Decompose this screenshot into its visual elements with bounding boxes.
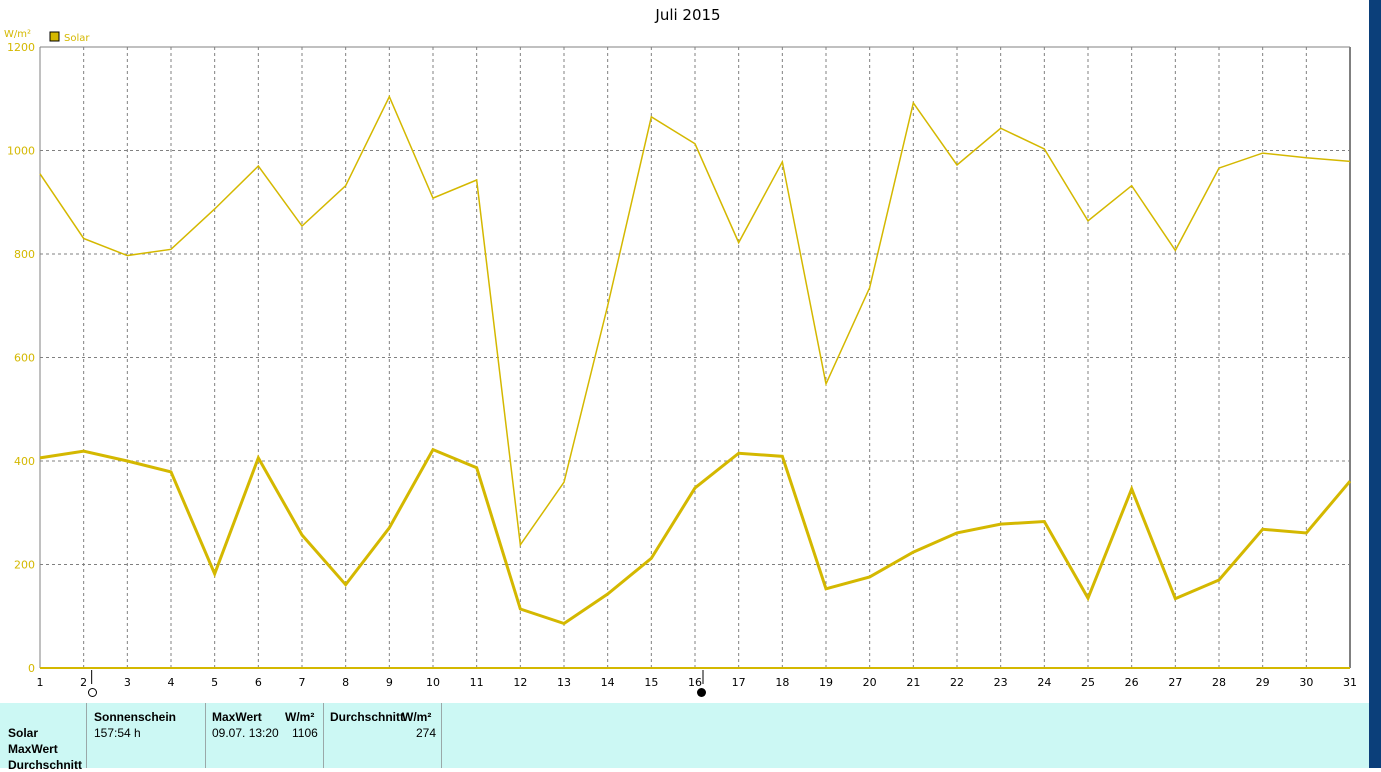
window-edge-strip <box>1369 0 1381 768</box>
x-tick-label: 2 <box>80 676 87 689</box>
column-divider <box>86 703 87 768</box>
x-tick-label: 31 <box>1343 676 1357 689</box>
series-line-maxwert <box>39 94 1351 547</box>
x-tick-label: 26 <box>1125 676 1139 689</box>
x-tick-label: 13 <box>557 676 571 689</box>
x-tick-label: 10 <box>426 676 440 689</box>
durchschnitt-value: 274 <box>416 726 437 740</box>
y-tick-label: 0 <box>28 662 35 675</box>
x-tick-label: 19 <box>819 676 833 689</box>
maxwert-header: MaxWert <box>212 710 262 724</box>
x-tick-label: 28 <box>1212 676 1226 689</box>
x-tick-label: 11 <box>470 676 484 689</box>
x-tick-label: 6 <box>255 676 262 689</box>
x-tick-label: 27 <box>1168 676 1182 689</box>
column-divider <box>441 703 442 768</box>
x-tick-label: 1 <box>37 676 44 689</box>
y-tick-label: 400 <box>14 455 35 468</box>
legend-label: Solar <box>64 33 90 44</box>
sonnenschein-value: 157:54 h <box>94 726 141 740</box>
x-tick-label: 17 <box>732 676 746 689</box>
maxwert-unit: W/m² <box>285 710 315 724</box>
x-tick-label: 12 <box>513 676 527 689</box>
y-tick-label: 1000 <box>7 145 35 158</box>
x-tick-label: 7 <box>299 676 306 689</box>
x-tick-label: 4 <box>168 676 175 689</box>
chart-title: Juli 2015 <box>654 6 720 24</box>
x-tick-label: 23 <box>994 676 1008 689</box>
x-tick-label: 9 <box>386 676 393 689</box>
y-tick-label: 1200 <box>7 41 35 54</box>
durchschnitt-header: Durchschnitt <box>330 710 405 724</box>
data-panel: Solar MaxWert Durchschnitt Sonnenschein … <box>0 703 1369 772</box>
x-tick-label: 14 <box>601 676 615 689</box>
y-tick-label: 600 <box>14 352 35 365</box>
x-tick-label: 30 <box>1299 676 1313 689</box>
x-tick-label: 15 <box>644 676 658 689</box>
row-label-solar: Solar <box>8 726 39 740</box>
x-tick-label: 22 <box>950 676 964 689</box>
durchschnitt-unit: W/m² <box>402 710 432 724</box>
column-divider <box>205 703 206 768</box>
x-tick-label: 18 <box>775 676 789 689</box>
x-tick-label: 16 <box>688 676 702 689</box>
maxwert-date: 09.07. 13:20 <box>212 726 279 740</box>
y-tick-label: 800 <box>14 248 35 261</box>
x-tick-label: 3 <box>124 676 131 689</box>
sonnenschein-header: Sonnenschein <box>94 710 177 724</box>
maxwert-value: 1106 <box>292 726 318 740</box>
y-tick-label: 200 <box>14 559 35 572</box>
x-tick-label: 8 <box>342 676 349 689</box>
row-label-maxwert: MaxWert <box>8 742 58 756</box>
legend-swatch <box>49 31 60 42</box>
filled-circle-marker <box>697 688 706 697</box>
x-tick-label: 5 <box>211 676 218 689</box>
x-tick-label: 20 <box>863 676 877 689</box>
x-tick-label: 29 <box>1256 676 1270 689</box>
x-tick-label: 24 <box>1037 676 1051 689</box>
series-line-durchschnitt <box>39 447 1352 626</box>
x-tick-label: 25 <box>1081 676 1095 689</box>
row-label-durchschnitt: Durchschnitt <box>8 758 83 772</box>
x-tick-label: 21 <box>906 676 920 689</box>
y-axis-label: W/m² <box>4 29 31 40</box>
open-circle-marker <box>88 688 97 697</box>
column-divider <box>323 703 324 768</box>
